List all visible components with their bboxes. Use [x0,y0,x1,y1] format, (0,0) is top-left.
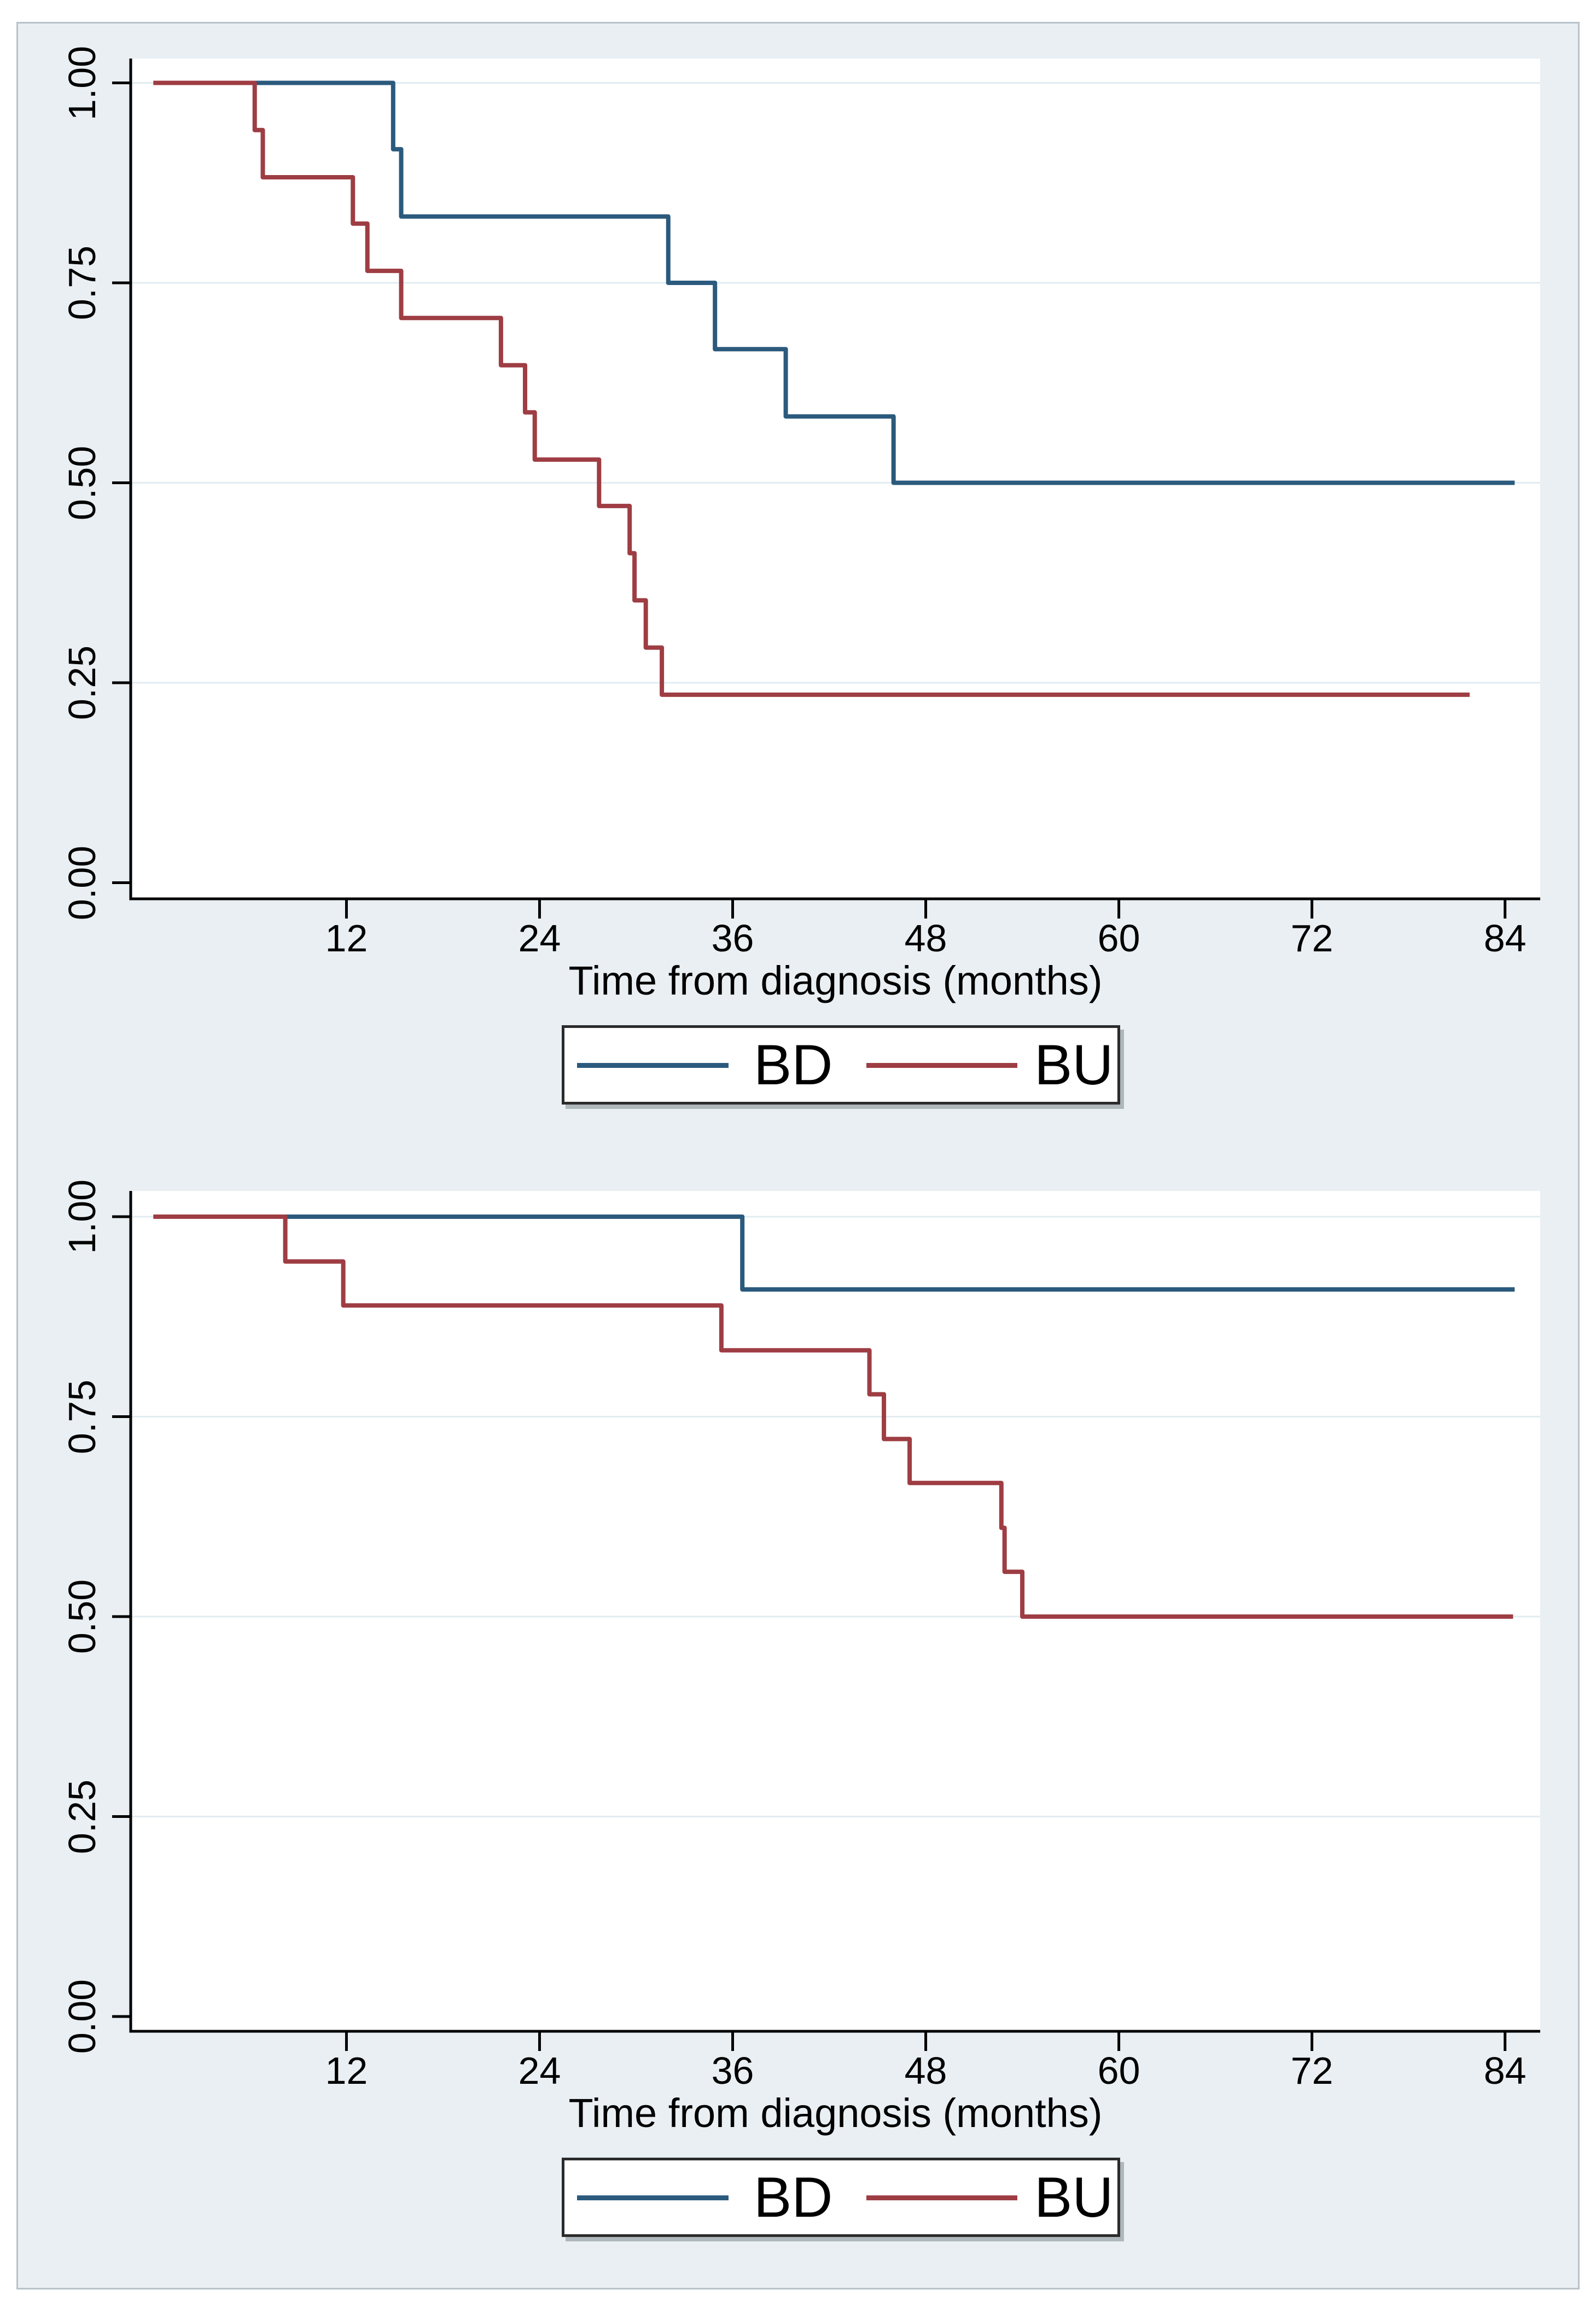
x-axis-label-bottom: Time from diagnosis (months) [568,2090,1103,2136]
legend-bottom: BD BU [562,2158,1120,2237]
legend-label-bu: BU [1034,2165,1114,2229]
bd-line-swatch [577,2195,729,2200]
bu-survival-curve-bottom [153,1214,1513,1619]
x-tick-label-bottom: 24 [518,2049,561,2092]
bu-survival-curve-top [153,80,1470,697]
legend-label-bd: BD [754,2165,833,2229]
x-tick-label-top: 72 [1290,917,1333,960]
y-tick-label-bottom: 0.75 [61,1379,103,1454]
x-tick-label-bottom: 12 [325,2049,368,2092]
y-tick-label-bottom: 0.50 [61,1579,103,1654]
x-tick-label-bottom: 48 [904,2049,947,2092]
bd-survival-curve-bottom [153,1214,1515,1292]
x-tick-label-top: 12 [325,917,368,960]
y-tick-label-top: 0.25 [61,645,103,720]
x-tick-label-top: 60 [1097,917,1140,960]
x-tick-label-bottom: 36 [711,2049,754,2092]
y-tick-label-top: 0.50 [61,445,103,520]
bd-survival-curve-top [153,80,1515,485]
x-tick-label-top: 24 [518,917,561,960]
bu-line-swatch [866,2195,1017,2200]
x-tick-label-bottom: 72 [1290,2049,1333,2092]
x-tick-label-top: 48 [904,917,947,960]
y-tick-label-top: 0.00 [61,845,103,920]
legend-top: BD BU [562,1025,1120,1105]
bu-line-swatch [866,1062,1017,1068]
legend-label-bd: BD [754,1033,833,1097]
x-tick-label-top: 36 [711,917,754,960]
legend-label-bu: BU [1034,1033,1114,1097]
x-tick-label-bottom: 84 [1483,2049,1527,2092]
plot-area-bottom [131,1191,1540,2031]
x-axis-label-top: Time from diagnosis (months) [568,958,1103,1003]
y-tick-label-bottom: 0.25 [61,1779,103,1854]
bd-line-swatch [577,1062,729,1068]
y-tick-label-top: 1.00 [61,45,103,120]
y-tick-label-top: 0.75 [61,245,103,321]
x-tick-label-top: 84 [1483,917,1527,960]
y-tick-label-bottom: 1.00 [61,1179,103,1254]
plot-area-top [131,59,1540,899]
x-tick-label-bottom: 60 [1097,2049,1140,2092]
y-tick-label-bottom: 0.00 [61,1979,103,2054]
